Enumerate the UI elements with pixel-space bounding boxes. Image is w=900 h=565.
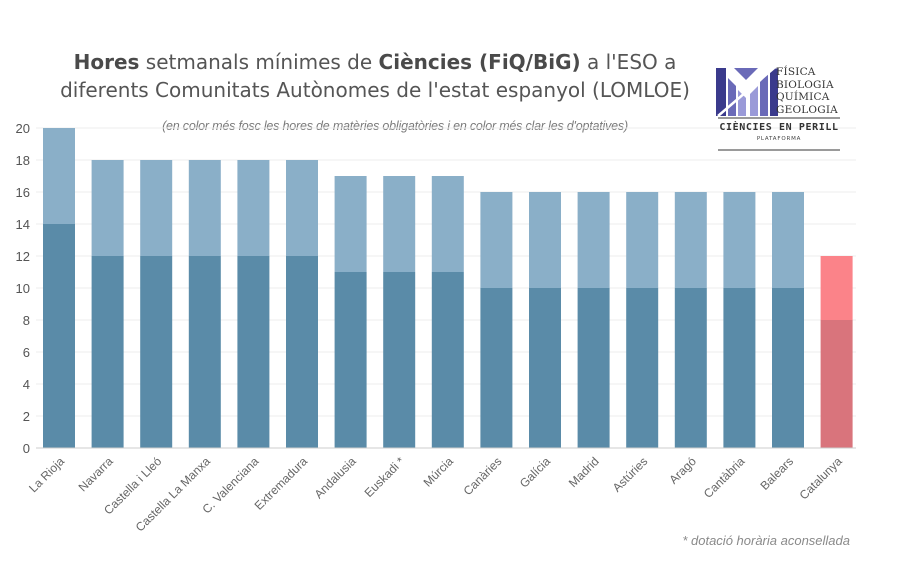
x-tick-label: Múrcia (421, 454, 457, 490)
logo-divider (718, 117, 840, 119)
bar-optional (334, 176, 367, 272)
logo-mark-icon (716, 67, 778, 117)
x-tick-label: Navarra (76, 454, 116, 494)
x-tick-label: Andalusia (312, 454, 359, 501)
x-tick-label: Euskadi * (362, 454, 408, 500)
bar-optional (43, 128, 75, 224)
bar-optional (140, 160, 173, 256)
bar-optional (772, 192, 804, 288)
logo-sub: PLATAFORMA (756, 136, 802, 142)
bar-optional (820, 256, 853, 320)
x-tick-label: Astúries (610, 454, 651, 495)
y-tick-label: 20 (16, 121, 30, 136)
bar-optional (529, 192, 561, 288)
bar-optional (626, 192, 659, 288)
bar-optional (723, 192, 756, 288)
logo-line: FÍSICA (776, 66, 816, 78)
bar-obligatory (140, 256, 173, 448)
y-tick-label: 12 (16, 249, 30, 264)
y-tick-label: 16 (16, 185, 30, 200)
bar-obligatory (188, 256, 221, 448)
title-part: Ciències (FiQ/BiG) (378, 50, 581, 74)
bar-optional (237, 160, 270, 256)
title-part: setmanals mínimes de (139, 50, 379, 74)
x-tick-label: Cantàbria (701, 454, 748, 501)
y-axis-ticks: 0 2 4 6 8 10 12 14 16 18 20 (16, 121, 30, 456)
x-tick-label: Galícia (517, 454, 554, 491)
bar-obligatory (577, 288, 610, 448)
x-tick-label: Extremadura (252, 454, 311, 513)
bar-obligatory (480, 288, 513, 448)
title-part: a l'ESO a diferents Comunitats Autònomes… (60, 50, 690, 102)
bar-optional (431, 176, 464, 272)
y-tick-label: 10 (16, 281, 30, 296)
y-tick-label: 4 (23, 377, 30, 392)
chart-subtitle: (en color més fosc les hores de matèries… (162, 119, 628, 133)
bar-obligatory (674, 288, 707, 448)
x-tick-label: Catalunya (797, 454, 845, 502)
logo-subjects: FÍSICA BIOLOGIA QUÍMICA GEOLOGIA (776, 66, 838, 116)
bar-optional (674, 192, 707, 288)
logo-name: CIÈNCIES EN PERILL (719, 122, 839, 133)
bar-obligatory (237, 256, 270, 448)
bar-optional (480, 192, 513, 288)
chart-title: Hores setmanals mínimes de Ciències (FiQ… (40, 48, 710, 104)
bar-optional (577, 192, 610, 288)
bar-obligatory (431, 272, 464, 448)
bar-obligatory (286, 256, 318, 448)
y-tick-label: 8 (23, 313, 30, 328)
bar-obligatory (626, 288, 659, 448)
x-tick-label: Canàries (461, 454, 505, 498)
x-tick-label: Madrid (566, 454, 602, 490)
y-tick-label: 2 (23, 409, 30, 424)
logo-line: BIOLOGIA (776, 78, 834, 91)
bar-optional (383, 176, 416, 272)
x-tick-label: Balears (757, 454, 796, 493)
logo-line: QUÍMICA (776, 91, 830, 103)
bar-obligatory (334, 272, 367, 448)
bar-optional (91, 160, 124, 256)
y-tick-label: 14 (16, 217, 30, 232)
bar-obligatory (820, 320, 853, 448)
x-tick-label: La Rioja (26, 454, 67, 495)
bar-obligatory (91, 256, 124, 448)
x-tick-label: Aragó (666, 454, 699, 487)
logo-divider (718, 149, 840, 151)
footnote: * dotació horària aconsellada (682, 533, 850, 548)
y-tick-label: 0 (23, 441, 30, 456)
ciencies-en-perill-logo: FÍSICA BIOLOGIA QUÍMICA GEOLOGIA CIÈNCIE… (710, 62, 850, 162)
bar-obligatory (723, 288, 756, 448)
bar-obligatory (383, 272, 416, 448)
title-part: Hores (73, 50, 140, 74)
bar-obligatory (529, 288, 561, 448)
y-tick-label: 6 (23, 345, 30, 360)
bar-optional (286, 160, 318, 256)
y-tick-label: 18 (16, 153, 30, 168)
bar-obligatory (772, 288, 804, 448)
bar-obligatory (43, 224, 75, 448)
bars (43, 128, 853, 448)
logo-line: GEOLOGIA (776, 103, 838, 116)
bar-optional (188, 160, 221, 256)
